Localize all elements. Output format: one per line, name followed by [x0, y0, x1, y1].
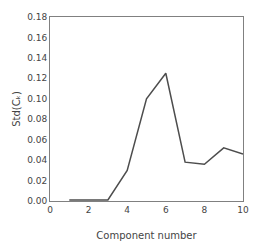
svg-text:4: 4: [124, 205, 130, 215]
svg-text:10: 10: [237, 205, 249, 215]
svg-text:Component number: Component number: [96, 230, 197, 241]
svg-text:0.12: 0.12: [27, 73, 47, 83]
svg-text:0.00: 0.00: [27, 196, 47, 206]
svg-text:0.06: 0.06: [27, 135, 47, 145]
svg-text:0.10: 0.10: [27, 94, 47, 104]
svg-text:8: 8: [202, 205, 208, 215]
svg-text:0.14: 0.14: [27, 53, 47, 63]
svg-text:0: 0: [47, 205, 53, 215]
svg-text:0.08: 0.08: [27, 114, 47, 124]
svg-text:2: 2: [86, 205, 92, 215]
svg-text:0.04: 0.04: [27, 155, 47, 165]
svg-text:0.16: 0.16: [27, 33, 47, 43]
svg-text:0.18: 0.18: [27, 12, 47, 22]
svg-text:Std(Cₖ): Std(Cₖ): [11, 91, 22, 127]
svg-text:0.02: 0.02: [27, 176, 47, 186]
svg-text:6: 6: [163, 205, 169, 215]
